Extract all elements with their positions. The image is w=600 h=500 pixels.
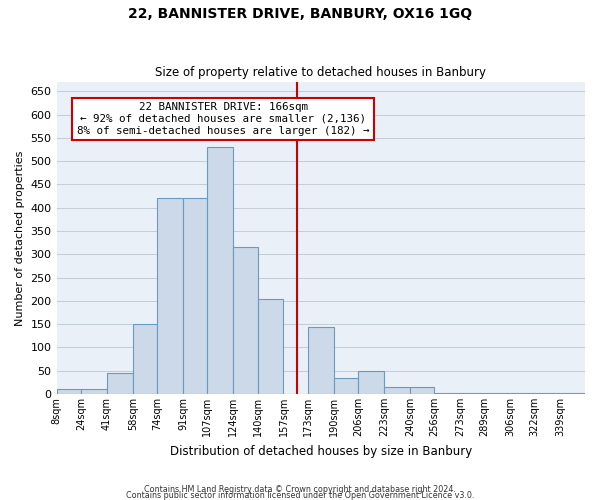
Text: Contains public sector information licensed under the Open Government Licence v3: Contains public sector information licen… <box>126 490 474 500</box>
Bar <box>133 324 157 394</box>
Bar <box>107 373 133 394</box>
X-axis label: Distribution of detached houses by size in Banbury: Distribution of detached houses by size … <box>170 444 472 458</box>
Bar <box>434 392 460 394</box>
Bar <box>308 326 334 394</box>
Bar <box>410 387 434 394</box>
Bar <box>384 387 410 394</box>
Title: Size of property relative to detached houses in Banbury: Size of property relative to detached ho… <box>155 66 486 80</box>
Bar <box>460 392 484 394</box>
Text: 22, BANNISTER DRIVE, BANBURY, OX16 1GQ: 22, BANNISTER DRIVE, BANBURY, OX16 1GQ <box>128 8 472 22</box>
Bar <box>511 393 535 394</box>
Bar <box>233 248 257 394</box>
Bar <box>157 198 183 394</box>
Y-axis label: Number of detached properties: Number of detached properties <box>15 150 25 326</box>
Bar <box>560 393 585 394</box>
Text: 22 BANNISTER DRIVE: 166sqm
← 92% of detached houses are smaller (2,136)
8% of se: 22 BANNISTER DRIVE: 166sqm ← 92% of deta… <box>77 102 369 136</box>
Bar <box>56 390 81 394</box>
Bar <box>81 390 107 394</box>
Bar <box>257 298 283 394</box>
Bar <box>535 393 560 394</box>
Bar <box>208 147 233 394</box>
Bar <box>334 378 358 394</box>
Bar <box>358 370 384 394</box>
Bar <box>484 393 511 394</box>
Text: Contains HM Land Registry data © Crown copyright and database right 2024.: Contains HM Land Registry data © Crown c… <box>144 484 456 494</box>
Bar <box>183 198 208 394</box>
